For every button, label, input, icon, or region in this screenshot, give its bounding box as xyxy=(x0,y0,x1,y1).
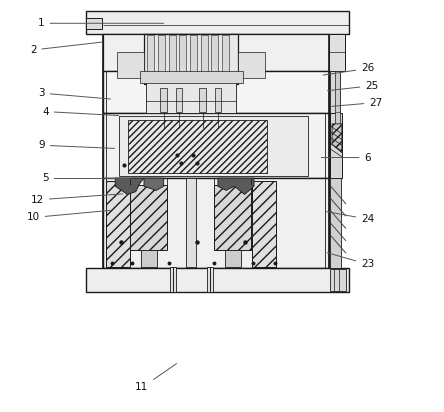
Bar xyxy=(147,35,154,82)
Bar xyxy=(211,35,218,82)
Bar xyxy=(103,178,329,268)
Text: 23: 23 xyxy=(327,253,374,269)
Bar xyxy=(144,33,238,84)
Bar xyxy=(87,18,102,29)
Bar xyxy=(214,88,221,112)
Bar xyxy=(170,267,175,292)
Bar xyxy=(169,35,175,82)
Polygon shape xyxy=(115,178,144,194)
Bar xyxy=(87,11,349,33)
Bar xyxy=(103,113,329,178)
Text: 11: 11 xyxy=(135,364,177,393)
Bar xyxy=(103,33,329,71)
Bar xyxy=(201,35,208,82)
Bar xyxy=(119,116,308,176)
Text: 1: 1 xyxy=(38,18,164,28)
Bar xyxy=(106,180,130,267)
Bar xyxy=(127,120,267,173)
Text: 12: 12 xyxy=(31,194,123,205)
Bar xyxy=(160,88,167,112)
Text: 3: 3 xyxy=(38,88,111,99)
Bar xyxy=(179,35,186,82)
Bar xyxy=(252,180,276,267)
Bar xyxy=(329,71,340,113)
Text: 4: 4 xyxy=(42,107,119,117)
Text: 10: 10 xyxy=(27,211,111,222)
Bar xyxy=(158,35,165,82)
Bar xyxy=(225,250,241,267)
Bar xyxy=(207,267,213,292)
Text: 24: 24 xyxy=(325,211,374,224)
Bar xyxy=(146,80,236,113)
Bar xyxy=(329,113,342,178)
Bar xyxy=(190,35,197,82)
Bar xyxy=(175,88,182,112)
Text: 2: 2 xyxy=(30,42,102,55)
Polygon shape xyxy=(144,178,164,190)
Bar xyxy=(222,35,229,82)
Bar xyxy=(330,269,346,291)
Bar xyxy=(87,268,349,292)
Bar xyxy=(130,185,167,250)
Bar xyxy=(214,185,251,250)
Bar xyxy=(238,52,265,78)
Bar xyxy=(335,71,340,124)
Polygon shape xyxy=(218,178,254,194)
Text: 5: 5 xyxy=(42,173,131,183)
Text: 27: 27 xyxy=(332,98,383,108)
Text: 9: 9 xyxy=(38,140,115,150)
Bar xyxy=(186,178,196,267)
Bar xyxy=(199,88,206,112)
Bar xyxy=(140,71,242,83)
Text: 26: 26 xyxy=(323,63,374,75)
Bar xyxy=(117,52,144,78)
Text: 25: 25 xyxy=(327,81,378,91)
Text: 6: 6 xyxy=(321,152,371,163)
Bar xyxy=(103,71,329,113)
Bar xyxy=(330,178,341,268)
Polygon shape xyxy=(332,124,342,152)
Bar xyxy=(141,250,157,267)
Bar xyxy=(329,33,345,71)
